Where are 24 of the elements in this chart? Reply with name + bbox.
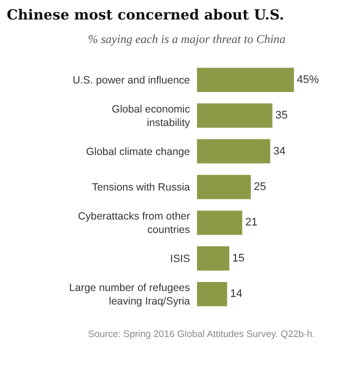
bar	[197, 246, 230, 271]
data-label: 14	[230, 288, 242, 300]
data-label: 25	[254, 181, 266, 193]
bar	[197, 139, 270, 164]
y-tick-label: Global economic instability	[112, 103, 191, 130]
bar	[197, 174, 251, 200]
data-label: 34	[273, 145, 286, 158]
y-tick-label: U.S. power and influence	[72, 74, 190, 87]
bar	[197, 282, 228, 306]
data-label: 45%	[296, 74, 320, 86]
bar	[197, 68, 294, 92]
y-tick-label: Cyberattacks from other countries	[78, 210, 190, 236]
source-note: Source: Spring 2016 Global Attitudes Survey. Q22b-h.	[88, 329, 315, 340]
y-tick-label: Global climate change	[86, 146, 190, 158]
bar	[197, 103, 272, 128]
data-label: 21	[245, 216, 258, 229]
data-label: 15	[232, 252, 245, 264]
chart-subtitle: % saying each is a major threat to China	[88, 32, 286, 46]
chart-title: Chinese most concerned about U.S.	[6, 7, 284, 24]
y-tick-label: ISIS	[170, 253, 190, 266]
y-tick-label: Large number of refugees leaving Iraq/Syria	[69, 282, 190, 308]
bar	[197, 210, 242, 235]
data-label: 35	[275, 110, 288, 122]
y-tick-label: Tensions with Russia	[92, 182, 190, 194]
